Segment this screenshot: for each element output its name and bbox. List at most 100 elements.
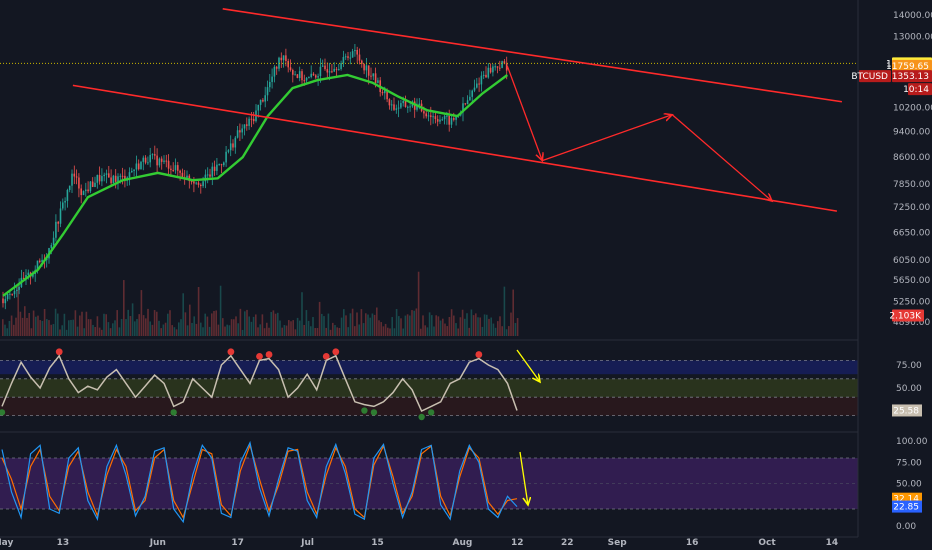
candle [218,164,220,166]
price-tick-label: 10200.00 [893,103,932,113]
countdown-tag: 10:14 [903,85,929,95]
time-tick-label: Jun [149,538,166,548]
candle [234,137,237,148]
candle [73,173,76,177]
indicator-1-pane[interactable] [0,348,858,433]
channel-upper-line[interactable] [222,8,843,103]
volume-bar [17,285,19,336]
volume-bar [446,326,448,336]
volume-bar [68,320,70,336]
candle [377,80,379,83]
candle [190,181,193,183]
volume-bar [204,313,206,336]
candle [269,81,271,88]
price-tick-label: 7850.00 [893,180,930,190]
candle [4,299,7,304]
volume-bar [481,326,484,336]
volume-bar [318,301,321,336]
price-tick-label: 8600.00 [893,153,930,163]
volume-bar [488,318,490,336]
volume-bar [211,313,213,336]
candle [32,273,34,277]
volume-bar [83,328,85,336]
candle [298,71,301,78]
volume-bar [483,314,486,336]
candle [209,174,211,177]
price-tick-label: 7250.00 [893,203,930,213]
price-tag-red: 11353.13 [886,72,929,82]
volume-bar [222,318,224,336]
volume-bar [186,325,189,336]
candle [388,99,391,106]
symbol-tag: BTCUSD [851,72,888,82]
volume-bar [178,322,180,336]
candle [71,173,73,186]
candle [177,165,179,171]
candle [163,160,165,162]
volume-bar [387,327,389,336]
indicator-1-down-arrow[interactable] [516,349,540,382]
sell-signal-dot [227,348,235,356]
volume-bar [417,271,420,336]
channel-lower-line[interactable] [72,84,838,212]
volume-bar [325,327,327,336]
candle [2,298,4,304]
candle [91,181,94,187]
candle [57,221,59,224]
price-tick-label: 13000.00 [893,33,932,43]
indicator-2-tick-label: 50.00 [896,480,922,490]
volume-bar [393,328,396,336]
volume-bar [248,316,250,336]
volume-bar [72,319,74,336]
volume-bar [235,316,237,336]
volume-bar [272,310,275,336]
projection-arrow[interactable] [542,115,672,162]
candle [363,63,365,71]
indicator-2-pane[interactable] [0,440,858,524]
candle [101,176,103,182]
volume-bar [191,322,193,336]
volume-bar [252,316,255,336]
buy-signal-dot [361,407,368,414]
volume-bar [413,310,415,336]
candle [181,172,184,178]
sell-signal-dot [55,348,63,356]
indicator-1-tick-label: 50.00 [896,384,922,394]
candle [225,151,227,163]
candle [193,181,195,184]
time-axis[interactable]: May 13 Jun 17 Jul 15 Aug 12 22 Sep 16 Oct 14 [0,536,858,548]
volume-bars [2,271,519,336]
indicator-2-down-arrow[interactable] [519,451,528,505]
candle [462,103,464,113]
candle [319,66,322,77]
volume-bar [239,308,242,336]
projection-arrow[interactable] [506,65,542,161]
volume-bar [98,327,101,336]
volume-bar [450,309,453,336]
candle [492,66,494,73]
volume-bar [92,324,94,336]
buy-signal-dot [0,409,6,416]
price-axes[interactable]: 14000.0013000.0011600.0010200.009400.008… [851,0,932,537]
volume-bar [314,327,316,336]
projection-arrow[interactable] [671,114,772,201]
indicator-2-tick-label: 100.00 [896,437,928,447]
candle [239,130,241,133]
price-pane[interactable] [0,8,858,341]
time-tick-label: 16 [686,538,699,548]
candle [241,128,243,133]
buy-signal-dot [170,409,177,416]
indicator-1-value-tag-bg [892,404,922,417]
candle [489,67,492,73]
candle [149,154,151,163]
volume-bar [46,319,48,336]
candle [303,80,306,82]
candle [204,174,207,182]
price-tick-label: 5250.00 [893,297,930,307]
candle [172,170,174,172]
candle [501,61,503,68]
volume-bar [116,310,118,336]
candle [195,182,197,184]
volume-bar [279,320,281,336]
